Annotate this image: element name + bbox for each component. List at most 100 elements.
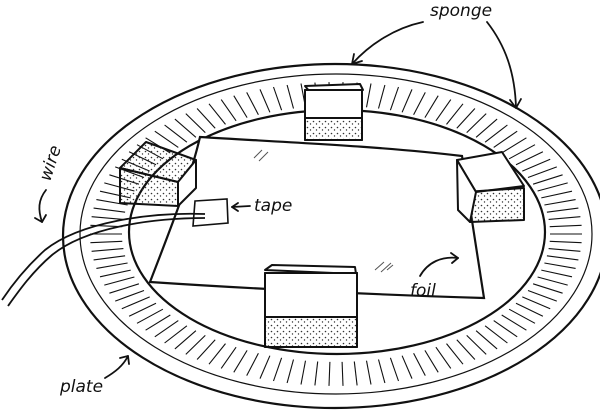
plate-ridge bbox=[493, 130, 518, 148]
plate-ridge bbox=[549, 240, 582, 244]
plate-ridge bbox=[174, 118, 197, 138]
plate-ridge bbox=[272, 357, 283, 382]
plate-ridge bbox=[424, 350, 439, 373]
plate-ridge bbox=[145, 314, 171, 331]
plate-ridge bbox=[527, 166, 557, 179]
plate-ridge bbox=[508, 144, 536, 160]
plate-ridge bbox=[220, 99, 237, 122]
plate-ridge bbox=[314, 361, 319, 386]
plate-ridge bbox=[220, 346, 237, 369]
plate-ridge bbox=[446, 343, 464, 365]
plate-ridge bbox=[185, 113, 206, 133]
plate-ridge bbox=[164, 325, 188, 344]
sponge-label: sponge bbox=[430, 1, 492, 21]
tape-label: tape bbox=[254, 196, 292, 216]
plate-ridge bbox=[515, 302, 544, 317]
plate-ridge bbox=[546, 255, 579, 261]
plate-ridge bbox=[413, 92, 426, 115]
sponge-cube-left bbox=[119, 141, 197, 207]
plate-ridge bbox=[233, 95, 248, 118]
tape-strip-icon bbox=[192, 198, 229, 227]
plate-ridge bbox=[328, 361, 331, 386]
plate-ridge bbox=[93, 255, 126, 261]
plate-ridge bbox=[365, 83, 372, 108]
plate-ridge bbox=[401, 355, 413, 379]
plate-ridge bbox=[196, 339, 216, 360]
plate-ridge bbox=[515, 151, 544, 166]
plate-ridge bbox=[91, 248, 124, 252]
plate-ridge bbox=[164, 124, 188, 143]
plate-ridge bbox=[286, 359, 295, 384]
plate-ridge bbox=[522, 158, 551, 172]
plate-ridge bbox=[475, 330, 498, 350]
sponge-cube-bottom bbox=[264, 264, 358, 348]
plate-ridge bbox=[435, 99, 452, 122]
plate-label: plate bbox=[59, 377, 103, 397]
plate-ridge bbox=[196, 108, 216, 129]
plate-ridge bbox=[508, 308, 536, 324]
plate-ridge bbox=[246, 353, 259, 376]
plate-ridges bbox=[90, 82, 582, 386]
plate-ridge bbox=[389, 86, 400, 111]
wire-label: wire bbox=[36, 143, 66, 183]
plate-ridge bbox=[401, 89, 413, 113]
plate-ridge bbox=[537, 276, 568, 286]
plate-ridge bbox=[532, 174, 563, 185]
plate-ridge bbox=[353, 361, 358, 386]
plate-ridge bbox=[548, 216, 581, 220]
plate-ridge bbox=[91, 216, 124, 220]
plate-ridge bbox=[300, 360, 307, 385]
plate-ridge bbox=[109, 283, 140, 294]
plate-ridge bbox=[546, 207, 579, 213]
plate-ridge bbox=[174, 330, 197, 350]
aluminum-foil-icon bbox=[148, 135, 486, 300]
plate-ridge bbox=[377, 359, 386, 384]
plate-ridge bbox=[466, 335, 487, 355]
plate-ridge bbox=[96, 262, 128, 269]
plate-ridge bbox=[532, 283, 563, 294]
sponge-cube-top bbox=[304, 83, 364, 141]
plate-ridge bbox=[208, 343, 226, 365]
plate-ridge bbox=[456, 108, 476, 129]
plate-ridge bbox=[501, 314, 527, 331]
plate-ridge bbox=[493, 320, 518, 338]
wire-icon bbox=[1, 212, 206, 307]
plate-ridge bbox=[484, 325, 508, 344]
plate-ridge bbox=[537, 182, 568, 192]
plate-ridge bbox=[548, 248, 581, 252]
plate-ridge bbox=[104, 276, 135, 286]
plate-ridge bbox=[341, 361, 344, 386]
plate-ridge bbox=[466, 113, 487, 133]
plate-ridge bbox=[115, 289, 145, 302]
plate-ridge bbox=[136, 308, 164, 324]
plate-ridge bbox=[446, 103, 464, 125]
plate-ridge bbox=[541, 190, 573, 199]
plate-ridge bbox=[93, 207, 126, 213]
plate-ridge bbox=[549, 224, 582, 228]
plate-ridge bbox=[544, 199, 576, 206]
plate-ridge bbox=[90, 240, 123, 244]
plate-ridge bbox=[541, 269, 573, 278]
plate-ridge bbox=[259, 355, 271, 379]
plate-ridge bbox=[99, 269, 131, 278]
plate-ridge bbox=[522, 296, 551, 310]
plate-ridge bbox=[389, 357, 400, 382]
sponge-cube-right bbox=[456, 151, 525, 223]
annotation-arrows bbox=[34, 21, 522, 379]
plate-ridge bbox=[527, 289, 557, 302]
plate-ridge bbox=[246, 92, 259, 115]
plate-ridge bbox=[413, 353, 426, 376]
plate-ridge bbox=[484, 124, 508, 143]
plate-ridge bbox=[435, 346, 452, 369]
plate-ridge bbox=[475, 118, 498, 138]
foil-label: foil bbox=[410, 281, 436, 301]
plate-ridge bbox=[208, 103, 226, 125]
plate-ridge bbox=[424, 95, 439, 118]
plate-ridge bbox=[154, 320, 179, 338]
plate-ridge bbox=[501, 137, 527, 154]
plate-ridge bbox=[128, 302, 157, 317]
plate-ridge bbox=[185, 335, 206, 355]
plate-ridge bbox=[154, 130, 179, 148]
